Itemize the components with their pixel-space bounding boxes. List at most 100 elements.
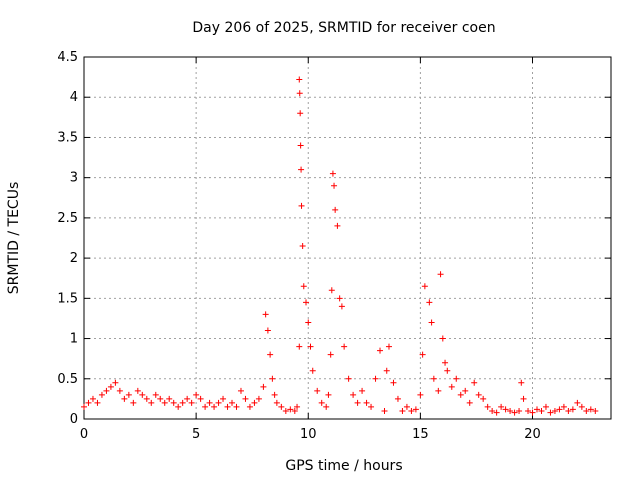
data-point (242, 395, 249, 402)
data-point (161, 399, 168, 406)
data-point (148, 399, 155, 406)
data-point (332, 206, 339, 213)
data-point (516, 407, 523, 414)
data-point (345, 375, 352, 382)
data-point (296, 90, 303, 97)
data-point (359, 387, 366, 394)
data-point (294, 403, 301, 410)
y-tick-label: 3 (70, 171, 78, 186)
data-point (166, 395, 173, 402)
data-point (298, 202, 305, 209)
data-point (453, 375, 460, 382)
y-tick-label: 2 (70, 251, 78, 266)
y-axis-label: SRMTID / TECUs (6, 182, 22, 295)
data-point (103, 387, 110, 394)
data-point (403, 403, 410, 410)
data-point (220, 395, 227, 402)
data-point (112, 379, 119, 386)
data-point (383, 367, 390, 374)
data-point (417, 391, 424, 398)
data-point (430, 375, 437, 382)
data-point (442, 359, 449, 366)
data-point (121, 395, 128, 402)
data-point (251, 399, 258, 406)
data-point (462, 387, 469, 394)
data-point (229, 399, 236, 406)
data-point (368, 403, 375, 410)
data-point (299, 243, 306, 250)
data-point (547, 409, 554, 416)
x-tick-label: 10 (300, 427, 317, 442)
data-point (157, 395, 164, 402)
data-point (233, 403, 240, 410)
data-point (560, 403, 567, 410)
data-point (377, 347, 384, 354)
data-point (323, 403, 330, 410)
data-point (444, 367, 451, 374)
data-point (116, 387, 123, 394)
data-point (583, 407, 590, 414)
data-point (307, 343, 314, 350)
y-tick-label: 1.5 (57, 291, 78, 306)
data-point (439, 335, 446, 342)
data-point (507, 407, 514, 414)
data-point (493, 409, 500, 416)
data-point (89, 395, 96, 402)
data-point (475, 391, 482, 398)
data-point (206, 399, 213, 406)
data-point (278, 403, 285, 410)
data-point (511, 409, 518, 416)
data-point (466, 399, 473, 406)
data-point (372, 375, 379, 382)
data-point (578, 403, 585, 410)
data-point (412, 406, 419, 413)
data-point (390, 379, 397, 386)
data-point (529, 409, 536, 416)
y-tick-label: 4 (70, 90, 78, 105)
data-point (408, 407, 415, 414)
data-point (471, 379, 478, 386)
data-point (298, 166, 305, 173)
data-point (565, 407, 572, 414)
data-point (300, 283, 307, 290)
chart-title: Day 206 of 2025, SRMTID for receiver coe… (192, 20, 495, 36)
data-point (354, 399, 361, 406)
data-point (130, 399, 137, 406)
data-point (435, 387, 442, 394)
data-point (341, 343, 348, 350)
data-point (574, 399, 581, 406)
data-point (85, 399, 92, 406)
y-tick-label: 0.5 (57, 372, 78, 387)
data-point (331, 182, 338, 189)
data-point (484, 403, 491, 410)
y-tick-label: 1 (70, 332, 78, 347)
data-point (94, 399, 101, 406)
data-point (139, 391, 146, 398)
points-layer (81, 76, 599, 416)
data-point (502, 406, 509, 413)
data-point (587, 406, 594, 413)
y-tick-label: 2.5 (57, 211, 78, 226)
data-point (314, 387, 321, 394)
data-point (551, 407, 558, 414)
data-point (98, 391, 105, 398)
data-point (303, 299, 310, 306)
data-point (399, 407, 406, 414)
data-point (197, 395, 204, 402)
data-point (498, 403, 505, 410)
data-point (489, 407, 496, 414)
data-point (328, 287, 335, 294)
data-point (394, 395, 401, 402)
data-point (184, 395, 191, 402)
data-point (437, 271, 444, 278)
grid-layer (84, 57, 611, 419)
data-point (291, 407, 298, 414)
data-point (421, 283, 428, 290)
x-tick-label: 0 (80, 427, 88, 442)
data-point (381, 407, 388, 414)
data-point (107, 383, 114, 390)
data-point (428, 319, 435, 326)
data-point (262, 311, 269, 318)
data-point (336, 295, 343, 302)
